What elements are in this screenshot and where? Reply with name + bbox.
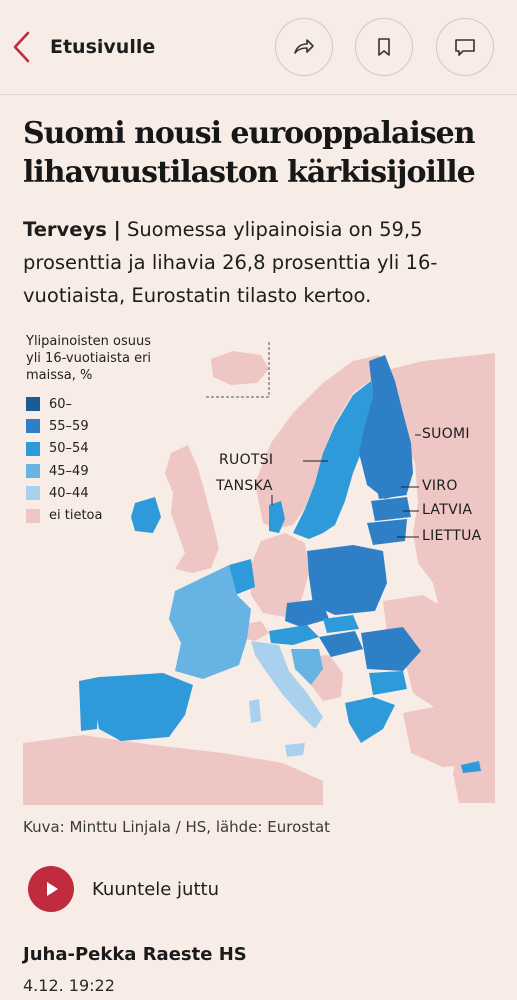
- legend-item: 45–49: [26, 460, 196, 482]
- bookmark-button[interactable]: [355, 18, 413, 76]
- play-icon: [47, 882, 58, 896]
- map-norway: [255, 355, 389, 529]
- map-sardinia: [249, 699, 261, 723]
- top-bar: Etusivulle: [0, 0, 517, 95]
- legend-item: 40–44: [26, 482, 196, 504]
- play-button[interactable]: [28, 866, 74, 912]
- legend-item: 50–54: [26, 438, 196, 460]
- legend-title-line2: yli 16-vuotiaista eri: [26, 351, 152, 366]
- map-denmark: [269, 501, 285, 533]
- map-north-africa: [23, 735, 323, 805]
- legend-label: 40–44: [49, 485, 89, 501]
- legend-swatch: [26, 508, 40, 523]
- legend-title-line1: Ylipainoisten osuus: [26, 334, 152, 349]
- map-hungary: [319, 631, 363, 657]
- publish-date: 4.12. 19:22: [23, 976, 115, 995]
- legend-label: 50–54: [49, 441, 89, 457]
- label-latvia: LATVIA: [422, 502, 473, 518]
- article-lead-text: Suomessa ylipainoisia on 59,5 prosenttia…: [23, 218, 438, 307]
- map-latvia: [371, 497, 411, 521]
- map-germany: [249, 533, 309, 617]
- map-france: [169, 565, 251, 679]
- map-sicily: [285, 743, 305, 757]
- author-name[interactable]: Juha-Pekka Raeste HS: [23, 944, 247, 965]
- article-kicker: Terveys |: [23, 218, 121, 241]
- map-netherlands-belgium: [229, 559, 255, 595]
- comment-icon: [455, 39, 475, 56]
- label-tanska: TANSKA: [216, 478, 273, 494]
- map-finland: [359, 355, 413, 499]
- map-estonia: [375, 477, 407, 499]
- map-iceland: [211, 351, 269, 385]
- legend-item: 60–: [26, 393, 196, 415]
- map-caption: Kuva: Minttu Linjala / HS, lähde: Eurost…: [23, 818, 331, 836]
- map-italy: [251, 641, 323, 729]
- legend-swatch: [26, 464, 40, 479]
- map-portugal: [79, 677, 99, 731]
- map-poland: [307, 545, 387, 615]
- europe-map-svg: [23, 333, 495, 805]
- legend-label: 55–59: [49, 418, 89, 434]
- back-button[interactable]: Etusivulle: [10, 27, 155, 67]
- comment-button[interactable]: [436, 18, 494, 76]
- legend-swatch: [26, 419, 40, 434]
- legend-title: Ylipainoisten osuus yli 16-vuotiaista er…: [26, 333, 196, 384]
- map-turkey: [403, 705, 495, 767]
- legend-swatch: [26, 441, 40, 456]
- legend-swatch: [26, 486, 40, 501]
- map-inset-frame: [206, 341, 270, 398]
- map-greece: [345, 697, 395, 743]
- legend-item: ei tietoa: [26, 504, 196, 526]
- map-romania: [361, 627, 421, 671]
- legend-label: 60–: [49, 396, 73, 412]
- map-russia: [375, 353, 495, 803]
- map-bulgaria: [369, 671, 407, 695]
- map-uk: [165, 445, 219, 573]
- legend-label: 45–49: [49, 463, 89, 479]
- map-slovakia: [323, 615, 359, 633]
- map-czechia: [285, 599, 329, 627]
- label-ruotsi: RUOTSI: [219, 452, 274, 468]
- legend-swatch: [26, 397, 40, 412]
- chevron-left-icon: [13, 31, 30, 63]
- obesity-map: Ylipainoisten osuus yli 16-vuotiaista er…: [23, 333, 495, 805]
- label-suomi: SUOMI: [422, 426, 470, 442]
- article-headline: Suomi nousi eurooppalaisen lihavuustilas…: [23, 116, 476, 190]
- map-ireland: [131, 497, 161, 533]
- back-label: Etusivulle: [50, 36, 156, 58]
- map-slovenia-croatia: [291, 649, 323, 685]
- listen-label: Kuuntele juttu: [92, 878, 219, 900]
- map-austria: [269, 625, 319, 645]
- map-legend: Ylipainoisten osuus yli 16-vuotiaista er…: [26, 333, 196, 527]
- legend-label: ei tietoa: [49, 508, 103, 524]
- label-viro: VIRO: [422, 478, 458, 494]
- share-button[interactable]: [275, 18, 333, 76]
- map-lithuania: [367, 519, 407, 545]
- share-arrow-icon: [294, 39, 314, 54]
- map-spain: [95, 673, 193, 741]
- legend-title-line3: maissa, %: [26, 368, 93, 383]
- map-cyprus: [461, 761, 481, 773]
- article-lead: Terveys | Suomessa ylipainoisia on 59,5 …: [23, 213, 503, 312]
- legend-item: 55–59: [26, 415, 196, 437]
- label-liettua: LIETTUA: [422, 528, 482, 544]
- listen-button[interactable]: Kuuntele juttu: [28, 866, 219, 912]
- map-sweden: [293, 381, 375, 539]
- bookmark-icon: [378, 38, 390, 56]
